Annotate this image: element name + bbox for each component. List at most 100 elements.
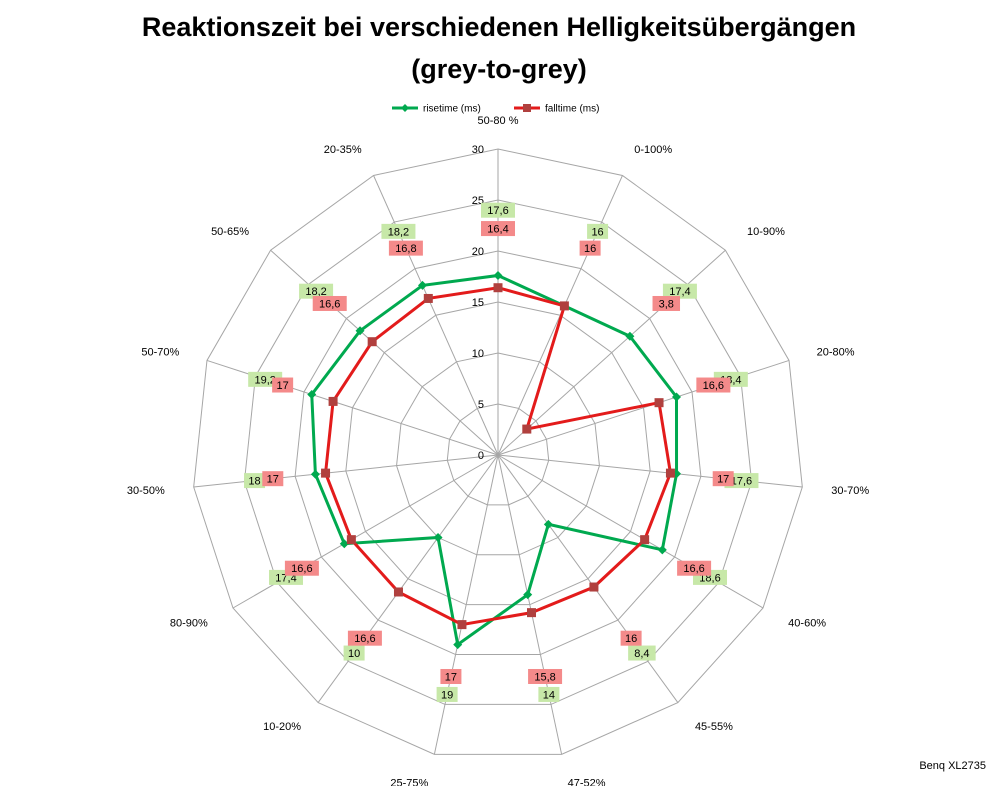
data-point bbox=[457, 620, 467, 630]
category-label: 40-60% bbox=[788, 618, 826, 630]
data-point bbox=[328, 396, 338, 406]
data-label: 16 bbox=[591, 226, 603, 238]
radial-tick-label: 15 bbox=[472, 297, 484, 309]
grid-spoke bbox=[497, 249, 726, 456]
data-label-box bbox=[272, 377, 294, 393]
data-point bbox=[393, 587, 403, 597]
data-label: 18,2 bbox=[388, 226, 409, 238]
grid-ring bbox=[345, 301, 651, 606]
data-point bbox=[339, 539, 349, 549]
grid-ring bbox=[193, 148, 803, 755]
data-label: 16,8 bbox=[395, 243, 416, 255]
data-label: 16,6 bbox=[683, 563, 704, 575]
legend-label: risetime (ms) bbox=[423, 104, 481, 115]
chart-title: Reaktionszeit bei verschiedenen Helligke… bbox=[141, 12, 857, 42]
data-label: 18 bbox=[248, 476, 260, 488]
data-point bbox=[423, 293, 433, 303]
data-point bbox=[523, 590, 533, 600]
category-label: 10-20% bbox=[263, 721, 301, 733]
data-label-box bbox=[262, 471, 284, 487]
data-point bbox=[625, 331, 635, 341]
data-point bbox=[453, 640, 463, 650]
chart-subtitle: (grey-to-grey) bbox=[411, 54, 587, 84]
data-label: 17,4 bbox=[669, 286, 690, 298]
data-label-box bbox=[579, 240, 601, 256]
data-label-box bbox=[696, 377, 731, 393]
data-label: 19,2 bbox=[254, 374, 275, 386]
data-point bbox=[657, 545, 667, 555]
grid-ring bbox=[243, 199, 753, 705]
data-label-box bbox=[662, 283, 697, 299]
grid-spoke bbox=[433, 454, 499, 755]
data-point bbox=[355, 326, 365, 336]
category-label: 50-80 % bbox=[478, 115, 519, 127]
series-line bbox=[324, 286, 672, 627]
category-label: 50-65% bbox=[211, 226, 249, 238]
data-point bbox=[543, 519, 553, 529]
data-point bbox=[417, 280, 427, 290]
grid-ring bbox=[396, 352, 600, 556]
data-label-box bbox=[244, 473, 266, 489]
data-label-box bbox=[712, 471, 734, 487]
category-label: 47-52% bbox=[568, 778, 606, 786]
data-label-box bbox=[677, 560, 712, 576]
grid-spoke bbox=[373, 175, 499, 456]
data-point bbox=[527, 608, 537, 618]
category-label: 20-35% bbox=[324, 144, 362, 156]
data-label: 16 bbox=[625, 633, 637, 645]
data-point bbox=[654, 398, 664, 408]
grid-spoke bbox=[317, 454, 499, 703]
data-point bbox=[493, 270, 503, 280]
data-point bbox=[640, 535, 650, 545]
data-point bbox=[310, 469, 320, 479]
category-label: 50-70% bbox=[141, 346, 179, 358]
footer-label: Benq XL2735 bbox=[919, 760, 986, 772]
data-label: 17,6 bbox=[487, 205, 508, 217]
data-label-box bbox=[343, 645, 365, 661]
data-label-box bbox=[299, 283, 334, 299]
data-point bbox=[433, 533, 443, 543]
legend-marker bbox=[401, 104, 409, 112]
radial-tick-label: 20 bbox=[472, 246, 484, 258]
grid-ring bbox=[294, 250, 702, 656]
data-label-box bbox=[312, 295, 347, 311]
radial-tick-label: 5 bbox=[478, 399, 484, 411]
data-label-box bbox=[587, 223, 609, 239]
category-label: 30-50% bbox=[127, 485, 165, 497]
data-label-box bbox=[440, 668, 462, 684]
data-label-box bbox=[436, 686, 458, 702]
data-point bbox=[522, 424, 532, 434]
data-label: 17 bbox=[717, 474, 729, 486]
data-label: 10 bbox=[348, 648, 360, 660]
grid-ring bbox=[446, 403, 550, 506]
data-point bbox=[665, 468, 675, 478]
category-label: 80-90% bbox=[170, 618, 208, 630]
data-label: 19 bbox=[441, 689, 453, 701]
data-label-box bbox=[538, 686, 560, 702]
category-label: 45-55% bbox=[695, 721, 733, 733]
data-label: 3,8 bbox=[659, 298, 674, 310]
data-label-box bbox=[381, 223, 416, 239]
data-label: 17 bbox=[445, 671, 457, 683]
category-label: 0-100% bbox=[634, 144, 672, 156]
legend-label: falltime (ms) bbox=[545, 104, 599, 115]
data-point bbox=[671, 392, 681, 402]
data-label-box bbox=[284, 560, 319, 576]
data-label: 16 bbox=[584, 243, 596, 255]
category-label: 30-70% bbox=[831, 485, 869, 497]
data-label: 14 bbox=[543, 689, 555, 701]
data-label-box bbox=[481, 221, 515, 237]
data-label-box bbox=[620, 630, 642, 646]
data-label: 16,6 bbox=[291, 563, 312, 575]
data-point bbox=[307, 389, 317, 399]
data-label-box bbox=[388, 240, 423, 256]
data-label: 16,6 bbox=[319, 298, 340, 310]
data-label-box bbox=[652, 295, 681, 311]
grid-spoke bbox=[497, 454, 679, 703]
data-label-box bbox=[628, 645, 656, 661]
data-point bbox=[559, 301, 569, 311]
radial-tick-label: 10 bbox=[472, 348, 484, 360]
data-label: 17 bbox=[277, 380, 289, 392]
category-label: 10-90% bbox=[747, 226, 785, 238]
